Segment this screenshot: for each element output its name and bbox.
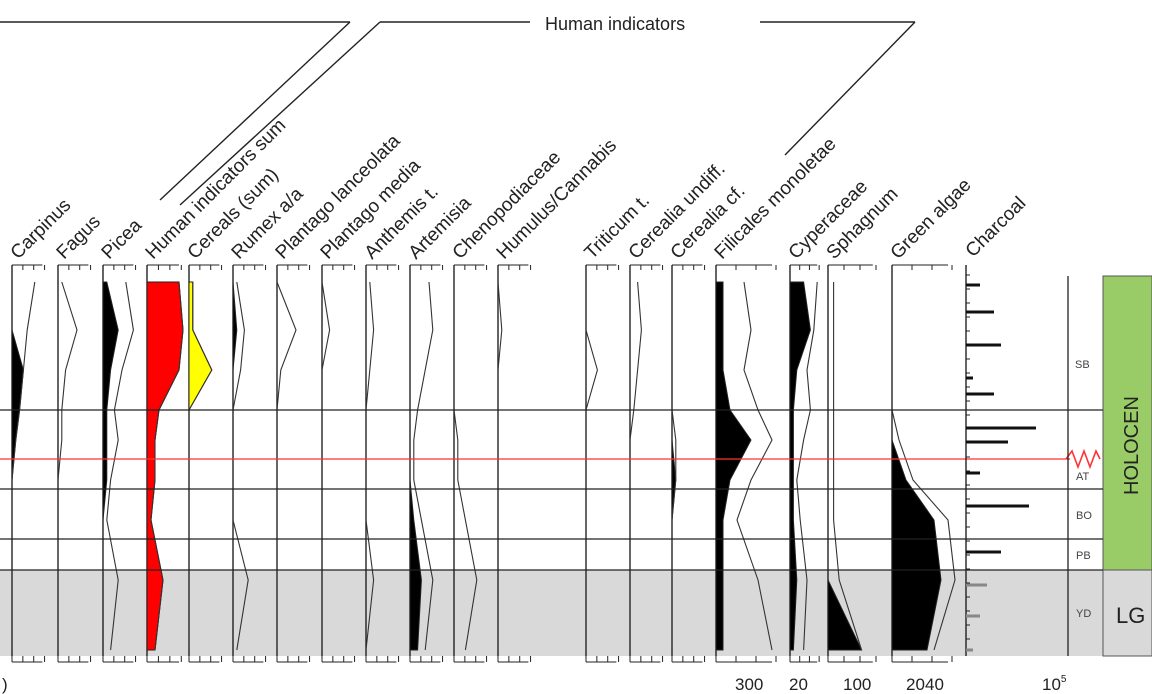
- taxon-exaggeration-curve: [585, 282, 598, 650]
- scale-label-green-algae-20: 20: [906, 675, 925, 694]
- taxon-profile-fill: [827, 282, 863, 651]
- taxon-exaggeration-curve: [321, 281, 331, 650]
- taxon-exaggeration-curve: [453, 282, 478, 651]
- zone-label-yd: YD: [1076, 608, 1091, 620]
- left-edge-mark: ): [2, 675, 8, 694]
- taxon-exaggeration-curve: [276, 281, 297, 650]
- zone-label-pb: PB: [1076, 550, 1091, 562]
- zone-lines: [0, 409, 1103, 571]
- taxon-exaggeration-curve: [106, 281, 134, 651]
- taxon-exaggeration-curve: [736, 281, 773, 651]
- scale-label-cyperaceae: 20: [789, 675, 808, 694]
- zone-label-at: AT: [1076, 471, 1090, 483]
- group-label: Human indicators: [545, 14, 685, 34]
- charcoal-column: [965, 265, 1036, 656]
- scale-exponent: 5: [1061, 674, 1067, 685]
- late-glacial-box: [1102, 569, 1152, 657]
- taxon-exaggeration-curve: [365, 281, 375, 651]
- period-label-holocen: HOLOCEN: [1121, 396, 1143, 495]
- taxon-exaggeration-curve: [497, 281, 503, 650]
- taxon-profile-fill: [409, 282, 422, 651]
- taxon-profile-fill: [715, 281, 752, 651]
- taxon-exaggeration-curve: [11, 281, 36, 650]
- group-bracket: [0, 21, 916, 206]
- taxon-exaggeration-curve: [188, 282, 213, 650]
- taxon-exaggeration-curve: [891, 282, 956, 651]
- late-glacial-band: [0, 570, 1152, 656]
- taxon-exaggeration-curve: [671, 282, 677, 650]
- scale-label-green-algae-40: 40: [925, 675, 944, 694]
- taxon-exaggeration-curve: [150, 281, 184, 651]
- period-label-lg: LG: [1116, 603, 1145, 628]
- charcoal-label: Charcoal: [962, 193, 1031, 262]
- scale-label-charcoal: 105: [1042, 674, 1067, 694]
- scale-label-sphagnum: 100: [843, 675, 871, 694]
- hiatus-marker: [1065, 448, 1101, 470]
- zone-label-sb: SB: [1075, 359, 1090, 371]
- zone-label-bo: BO: [1076, 510, 1092, 522]
- taxon-exaggeration-curve: [413, 281, 434, 651]
- taxon-label: Green algae: [887, 175, 976, 264]
- taxon-profile-fill: [891, 282, 942, 651]
- taxon-exaggeration-curve: [833, 282, 863, 651]
- taxon-label: Picea: [98, 215, 147, 264]
- scale-label-filicales: 300: [735, 675, 763, 694]
- holocene-box: [1102, 275, 1152, 571]
- taxon-exaggeration-curve: [232, 281, 249, 651]
- taxon-profile-fill: [102, 281, 119, 650]
- taxon-profile-fill: [789, 281, 811, 651]
- taxon-exaggeration-curve: [629, 281, 642, 650]
- taxon-exaggeration-curve: [57, 281, 78, 650]
- taxon-exaggeration-curve: [796, 281, 818, 651]
